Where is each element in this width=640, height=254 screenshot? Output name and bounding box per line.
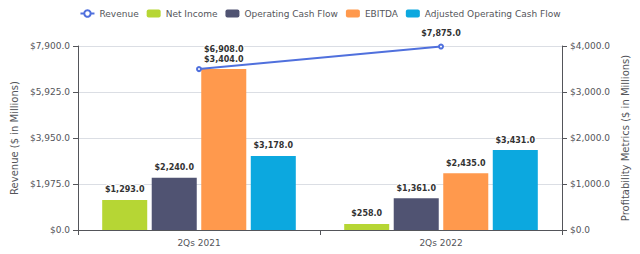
svg-text:$3,000.0: $3,000.0 <box>570 87 610 97</box>
svg-text:$0.0: $0.0 <box>570 225 590 235</box>
svg-text:$3,950.0: $3,950.0 <box>30 133 70 143</box>
svg-text:EBITDA: EBITDA <box>365 9 399 19</box>
svg-text:$3,431.0: $3,431.0 <box>496 136 536 145</box>
svg-text:$6,908.0: $6,908.0 <box>204 45 244 54</box>
svg-text:$1,000.0: $1,000.0 <box>570 179 610 189</box>
svg-text:Adjusted Operating Cash Flow: Adjusted Operating Cash Flow <box>425 9 561 19</box>
svg-text:$2,000.0: $2,000.0 <box>570 133 610 143</box>
svg-text:$258.0: $258.0 <box>351 209 382 218</box>
svg-text:$2,240.0: $2,240.0 <box>154 163 194 172</box>
svg-text:2Qs 2021: 2Qs 2021 <box>177 238 220 248</box>
svg-text:$5,925.0: $5,925.0 <box>30 87 70 97</box>
svg-text:$7,875.0: $7,875.0 <box>421 29 461 38</box>
svg-text:$3,404.0: $3,404.0 <box>204 55 244 64</box>
svg-text:$7,900.0: $7,900.0 <box>30 41 70 51</box>
svg-text:$3,178.0: $3,178.0 <box>254 141 294 150</box>
svg-text:Operating Cash Flow: Operating Cash Flow <box>244 9 337 19</box>
svg-text:2Qs 2022: 2Qs 2022 <box>419 238 462 248</box>
svg-text:Revenue ($ in Millions): Revenue ($ in Millions) <box>9 81 20 195</box>
svg-text:$1,293.0: $1,293.0 <box>105 185 145 194</box>
svg-text:Net Income: Net Income <box>166 9 218 19</box>
svg-text:$4,000.0: $4,000.0 <box>570 41 610 51</box>
svg-text:$0.0: $0.0 <box>50 225 70 235</box>
svg-text:Profitability Metrics ($ in Mi: Profitability Metrics ($ in Millions) <box>620 55 631 222</box>
svg-text:$1,975.0: $1,975.0 <box>30 179 70 189</box>
svg-text:$1,361.0: $1,361.0 <box>396 184 436 193</box>
svg-text:$2,435.0: $2,435.0 <box>446 159 486 168</box>
svg-text:Revenue: Revenue <box>99 9 139 19</box>
